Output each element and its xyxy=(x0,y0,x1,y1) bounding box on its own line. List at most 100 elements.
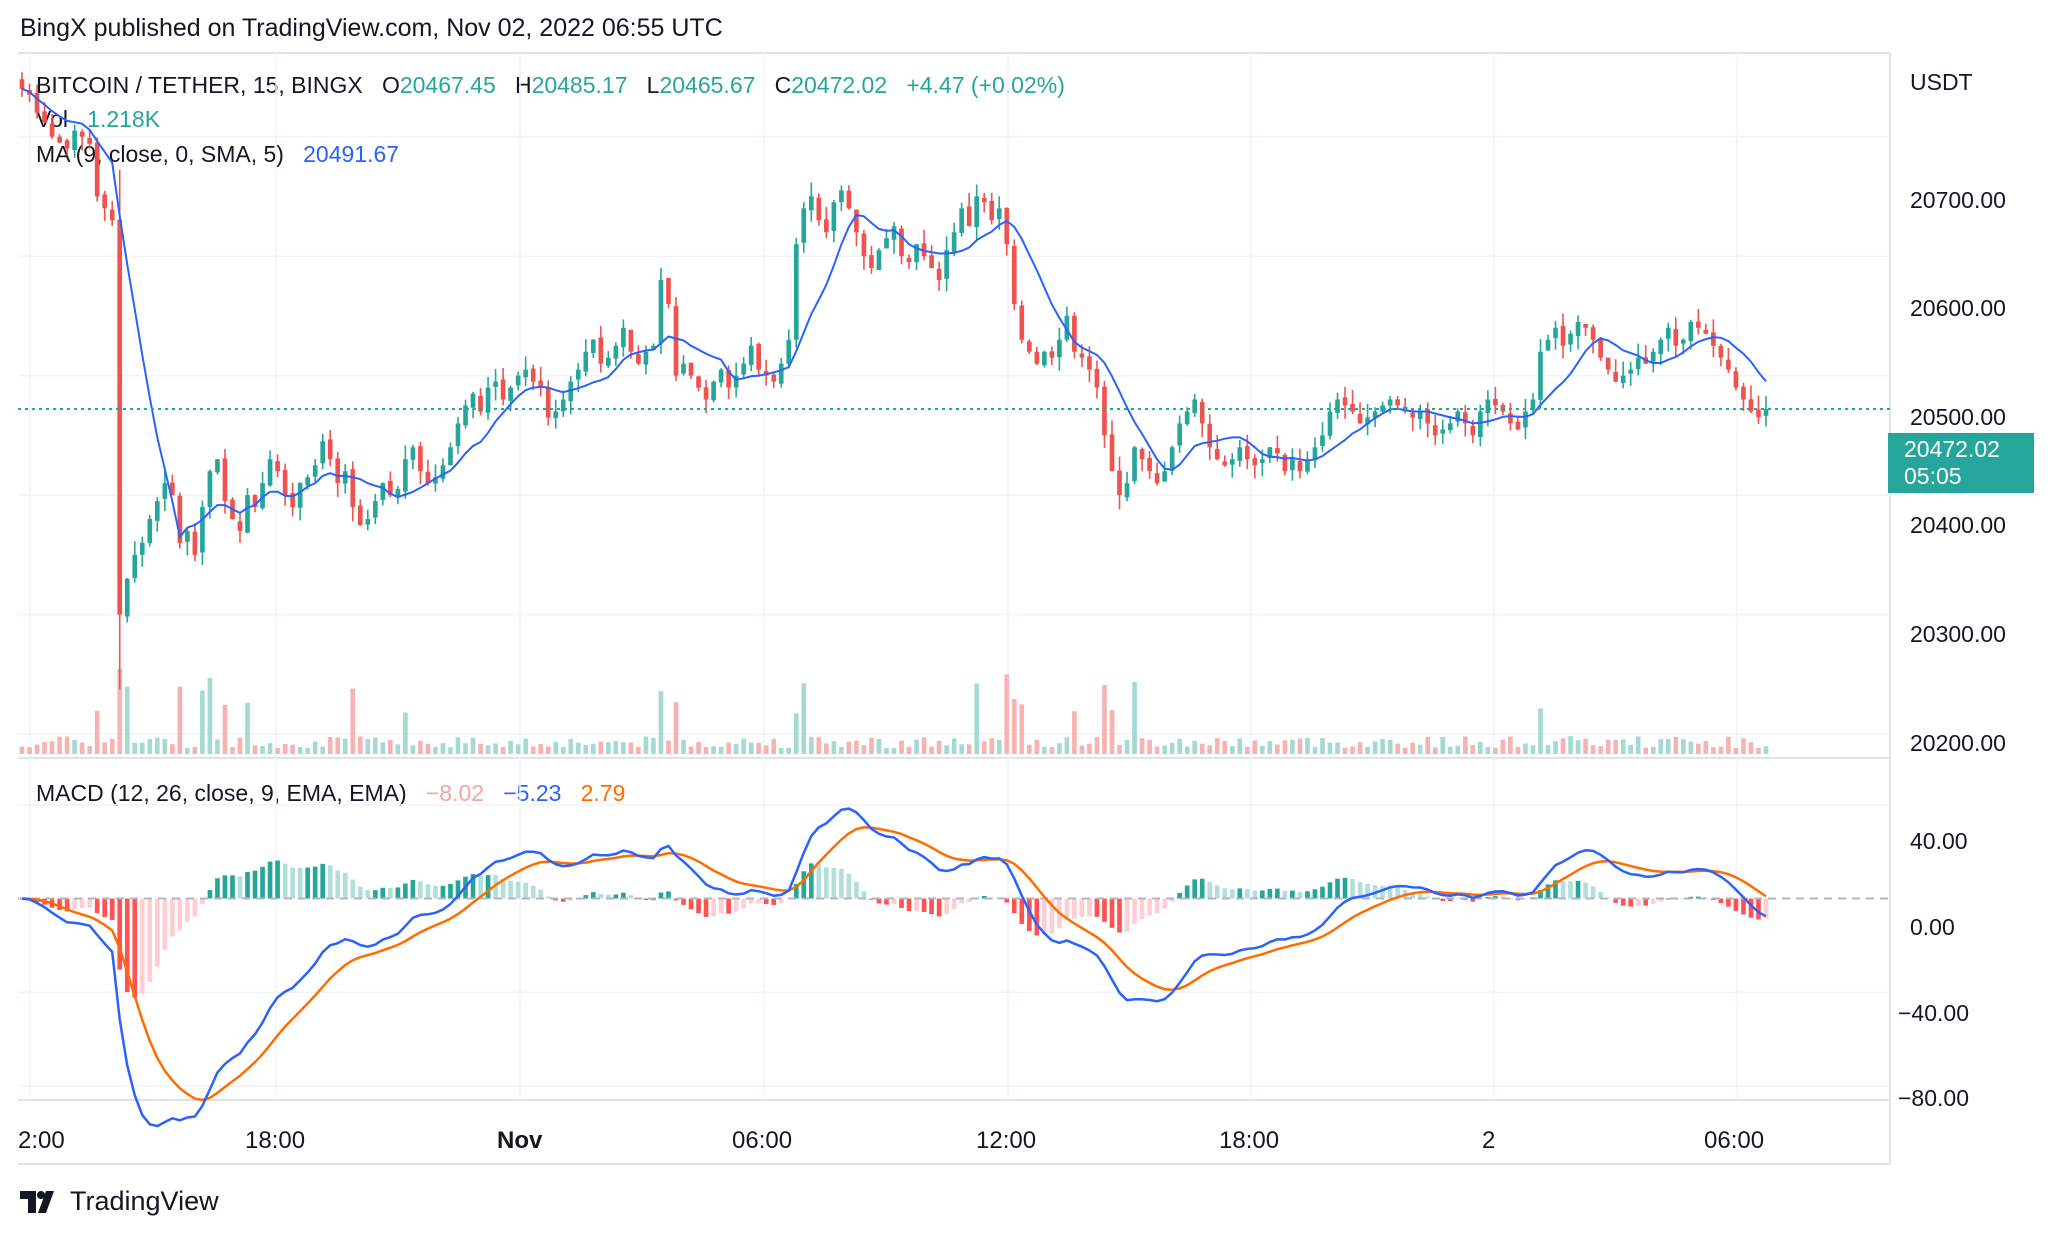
candle-body xyxy=(793,244,799,340)
volume-bar xyxy=(1718,746,1724,754)
volume-bar xyxy=(109,738,115,754)
candle-body xyxy=(1327,411,1333,436)
macd-hist-bar xyxy=(1117,898,1122,933)
candle-body xyxy=(1237,447,1243,461)
volume-bar xyxy=(1590,745,1596,754)
candle-body xyxy=(1169,447,1175,471)
macd-hist-bar xyxy=(1508,898,1513,900)
candle-body xyxy=(72,130,77,151)
macd-hist-bar xyxy=(876,898,882,904)
volume-bar xyxy=(553,741,559,754)
volume-bar xyxy=(124,686,130,754)
macd-hist-bar xyxy=(372,890,378,899)
volume-bar xyxy=(102,742,108,754)
volume-bar xyxy=(320,746,326,754)
macd-hist-bar xyxy=(846,873,852,899)
volume-bar xyxy=(1237,738,1243,754)
macd-hist-bar xyxy=(162,898,168,950)
volume-bar xyxy=(1432,747,1438,754)
candle-body xyxy=(1478,411,1483,438)
volume-bar xyxy=(290,744,295,754)
macd-hist-bar xyxy=(132,898,138,998)
macd-hist-bar xyxy=(1575,880,1581,899)
volume-bar xyxy=(1380,738,1385,754)
candle-body xyxy=(94,142,100,197)
volume-bar xyxy=(463,743,468,754)
macd-hist-bar xyxy=(1026,898,1032,932)
macd-hist-bar xyxy=(1004,898,1010,903)
macd-hist-bar xyxy=(1305,891,1310,899)
macd-hist-bar xyxy=(200,898,205,905)
macd-label[interactable]: MACD (12, 26, close, 9, EMA, EMA) xyxy=(36,780,407,806)
ma-label[interactable]: MA (9, close, 0, SMA, 5) xyxy=(36,141,284,167)
macd-axis[interactable]: 40.00 0.00 −40.00 −80.00 xyxy=(1898,828,1969,1111)
volume-bar xyxy=(64,736,70,754)
macd-hist-bar xyxy=(1650,898,1656,904)
candle-body xyxy=(335,458,341,484)
candle-body xyxy=(305,477,310,486)
volume-bar xyxy=(951,738,957,754)
candle-body xyxy=(410,447,416,460)
candle-body xyxy=(1049,351,1055,358)
volume-bar xyxy=(831,741,837,754)
volume-bar xyxy=(403,712,408,754)
volume-bar xyxy=(1643,747,1649,754)
candle-body xyxy=(688,362,694,376)
macd-hist-bar xyxy=(1733,898,1739,911)
candle-body xyxy=(1583,323,1588,328)
candle-body xyxy=(568,381,574,402)
candle-body xyxy=(1493,398,1498,406)
candle-body xyxy=(545,388,551,418)
volume-bar xyxy=(327,737,333,754)
candle-body xyxy=(170,482,175,496)
volume-bar xyxy=(1305,737,1310,754)
candle-body xyxy=(1139,449,1145,460)
volume-bar xyxy=(425,743,431,754)
change-value: +4.47 (+0.02%) xyxy=(906,72,1065,98)
tradingview-footer[interactable]: TradingView xyxy=(20,1186,219,1217)
volume-bar xyxy=(455,737,461,754)
candle-body xyxy=(996,208,1002,220)
symbol-name[interactable]: BITCOIN / TETHER, 15, BINGX xyxy=(36,72,363,98)
candle-body xyxy=(778,363,784,384)
volume-bar xyxy=(1350,746,1355,754)
macd-hist-bar xyxy=(1628,898,1634,907)
candle-body xyxy=(365,519,371,525)
time-axis-tick: 2 xyxy=(1482,1127,1495,1154)
macd-hist-bar xyxy=(1613,898,1618,903)
macd-hist-bar xyxy=(1440,898,1446,902)
candle-body xyxy=(207,471,213,508)
candle-body xyxy=(275,461,280,472)
volume-bar xyxy=(207,678,213,754)
volume-bar xyxy=(139,742,145,754)
price-axis[interactable]: USDT 20700.00 20600.00 20500.00 20400.00… xyxy=(1910,69,2006,756)
volume-bar xyxy=(1290,739,1295,754)
candle-body xyxy=(876,250,882,271)
volume-bar xyxy=(312,741,318,754)
time-axis-tick: 12:00 xyxy=(976,1127,1036,1154)
volume-bar xyxy=(839,746,844,754)
time-axis[interactable]: 2:00 18:00 Nov 06:00 12:00 18:00 2 06:00 xyxy=(18,1127,1764,1154)
candle-body xyxy=(861,233,867,257)
price-axis-tick: 20700.00 xyxy=(1910,187,2006,213)
volume-bar xyxy=(1455,745,1461,754)
candle-body xyxy=(448,447,453,466)
macd-hist-bar xyxy=(1583,882,1588,899)
low-value: 20465.67 xyxy=(659,72,756,98)
candle-body xyxy=(673,306,679,376)
candle-body xyxy=(726,370,731,388)
volume-bar xyxy=(1500,739,1506,754)
macd-hist-bar xyxy=(493,875,498,899)
volume-bar xyxy=(1079,745,1085,754)
candle-body xyxy=(1087,356,1092,370)
candle-body xyxy=(1605,357,1611,370)
macd-hist-bar xyxy=(1741,898,1746,915)
candle-body xyxy=(1417,411,1423,419)
macd-hist-bar xyxy=(252,870,258,899)
volume-bar xyxy=(448,747,453,754)
volume-bar xyxy=(1462,736,1468,754)
macd-hist-bar xyxy=(1545,884,1551,899)
volume-bar xyxy=(388,739,393,754)
volume-bar xyxy=(944,745,949,754)
